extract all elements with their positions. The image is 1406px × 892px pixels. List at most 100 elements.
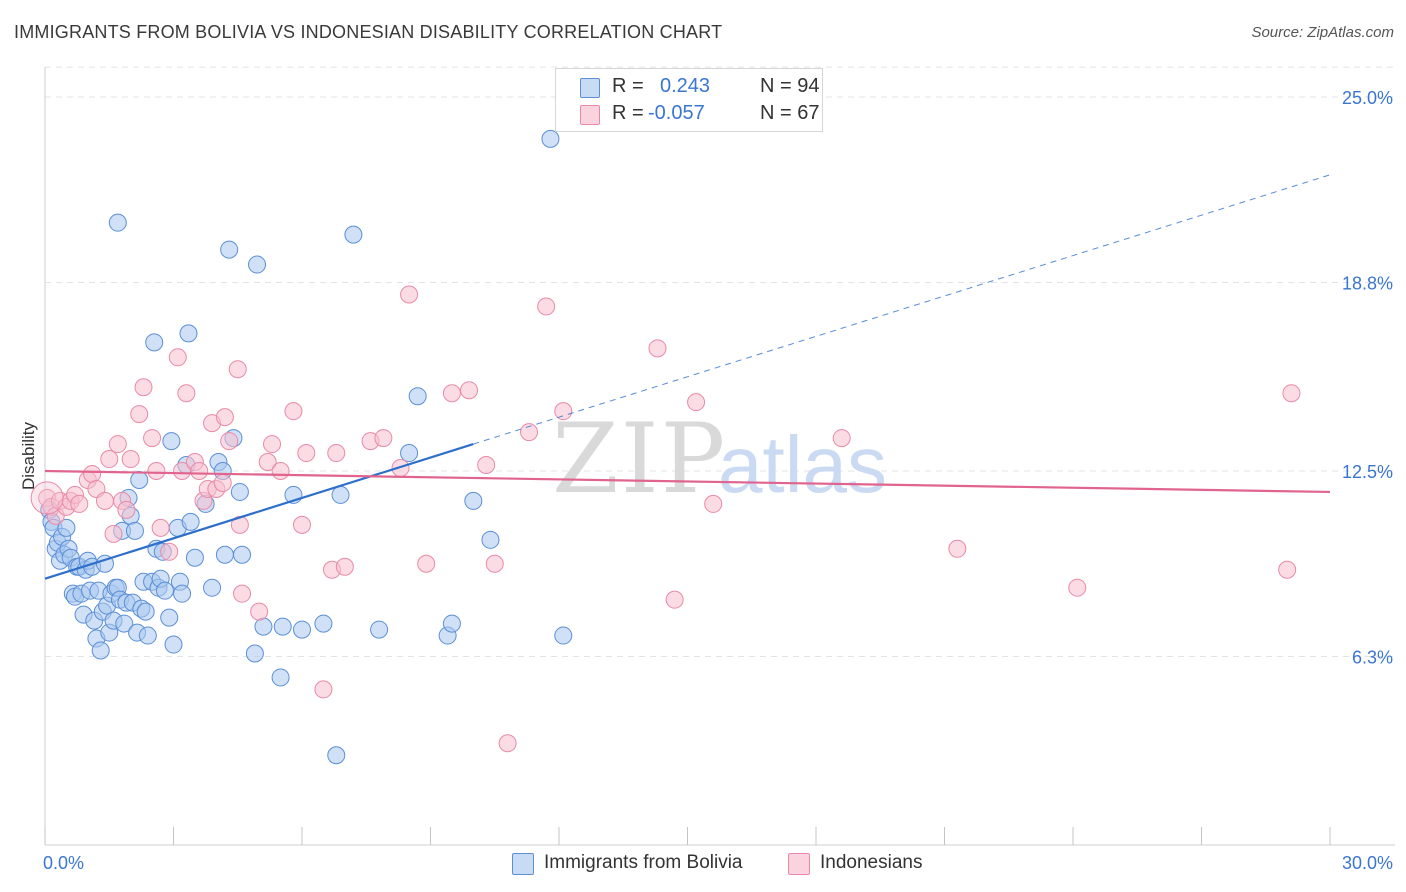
data-point-indonesians: [314, 680, 333, 699]
legend-r-value: 0.243: [660, 75, 711, 97]
gridlines: [45, 66, 1395, 658]
data-point-bolivia: [115, 614, 134, 633]
data-point-bolivia: [215, 545, 234, 564]
data-point-indonesians: [130, 405, 149, 424]
data-point-bolivia: [464, 491, 483, 510]
legend-n-label: N = 94: [760, 75, 820, 97]
data-point-bolivia: [400, 444, 419, 463]
data-point-bolivia: [254, 617, 273, 636]
data-point-bolivia: [245, 644, 264, 663]
bottom-legend-label: Indonesians: [820, 852, 923, 873]
data-point-bolivia: [162, 432, 181, 451]
data-point-indonesians: [95, 491, 114, 510]
bottom-legend-swatch-pink: [788, 853, 810, 875]
data-point-bolivia: [327, 746, 346, 765]
y-tick-label: 18.8%: [1342, 274, 1393, 294]
data-point-bolivia: [164, 635, 183, 654]
watermark-zip: ZIP: [552, 403, 727, 515]
trend-lines: [44, 174, 1331, 580]
legend-r-label: R =: [612, 102, 644, 124]
legend-n-label: N = 67: [760, 102, 820, 124]
data-point-bolivia: [233, 545, 252, 564]
data-point-indonesians: [177, 384, 196, 403]
y-tick-label: 6.3%: [1352, 648, 1393, 668]
data-point-indonesians: [258, 453, 277, 472]
chart-title: IMMIGRANTS FROM BOLIVIA VS INDONESIAN DI…: [14, 22, 723, 42]
data-point-indonesians: [121, 450, 140, 469]
data-point-bolivia: [408, 387, 427, 406]
data-point-indonesians: [168, 348, 187, 367]
data-point-indonesians: [477, 456, 496, 475]
data-point-bolivia: [314, 614, 333, 633]
y-axis-label: Disability: [19, 421, 38, 490]
data-point-indonesians: [108, 435, 127, 454]
data-point-bolivia: [108, 213, 127, 232]
series-indonesians: [30, 285, 1301, 753]
data-point-bolivia: [370, 620, 389, 639]
bottom-legend-swatch-blue: [512, 853, 534, 875]
data-point-indonesians: [190, 462, 209, 480]
data-point-bolivia: [125, 521, 144, 540]
axes: [44, 67, 1395, 846]
data-point-indonesians: [485, 554, 504, 573]
data-point-indonesians: [220, 432, 239, 451]
data-point-bolivia: [331, 485, 350, 504]
source-label: Source: ZipAtlas.com: [1251, 24, 1394, 41]
watermark: ZIP atlas: [552, 403, 887, 515]
data-point-bolivia: [220, 240, 239, 259]
data-point-bolivia: [481, 530, 500, 549]
data-point-bolivia: [181, 512, 200, 531]
data-point-bolivia: [160, 608, 179, 627]
data-point-indonesians: [297, 444, 316, 463]
data-point-indonesians: [327, 444, 346, 463]
data-point-bolivia: [293, 620, 311, 639]
y-tick-label: 12.5%: [1342, 462, 1393, 482]
data-point-indonesians: [687, 393, 706, 412]
data-point-indonesians: [832, 429, 851, 448]
data-point-bolivia: [91, 641, 110, 660]
data-point-bolivia: [248, 255, 267, 274]
data-point-bolivia: [136, 602, 155, 621]
y-tick-label: 25.0%: [1342, 88, 1393, 108]
data-point-indonesians: [648, 339, 667, 358]
data-point-indonesians: [70, 494, 89, 513]
x-tick-label: 30.0%: [1342, 853, 1393, 873]
data-point-indonesians: [374, 429, 393, 448]
data-point-indonesians: [554, 402, 573, 421]
legend-r-value: -0.057: [648, 102, 705, 124]
data-point-bolivia: [344, 225, 363, 244]
data-point-indonesians: [704, 494, 723, 513]
data-point-indonesians: [147, 462, 166, 480]
data-point-indonesians: [498, 734, 517, 753]
data-point-indonesians: [400, 285, 419, 304]
data-point-indonesians: [1278, 560, 1297, 579]
data-point-bolivia: [57, 518, 76, 537]
correlation-legend: R = 0.243 N = 94 R = -0.057 N = 67: [555, 68, 823, 132]
data-point-indonesians: [30, 481, 64, 515]
data-point-indonesians: [213, 473, 232, 492]
trend-line-indonesians: [44, 469, 1331, 494]
legend-swatch-pink: [580, 105, 600, 125]
data-point-indonesians: [160, 542, 179, 561]
data-point-indonesians: [537, 297, 556, 316]
data-point-bolivia: [173, 584, 192, 603]
data-point-indonesians: [271, 462, 290, 480]
x-tick-label: 0.0%: [43, 853, 84, 873]
data-point-indonesians: [263, 435, 282, 454]
data-point-indonesians: [117, 500, 136, 519]
data-point-bolivia: [155, 581, 174, 600]
data-point-indonesians: [520, 423, 539, 442]
data-point-indonesians: [948, 539, 967, 558]
data-point-bolivia: [185, 548, 204, 567]
data-point-indonesians: [233, 584, 252, 603]
data-point-bolivia: [271, 668, 290, 687]
data-point-bolivia: [541, 129, 560, 148]
data-point-bolivia: [442, 614, 461, 633]
data-point-bolivia: [130, 470, 149, 489]
data-point-bolivia: [179, 324, 198, 343]
bottom-legend-label: Immigrants from Bolivia: [544, 852, 743, 873]
tick-labels: 6.3% 12.5% 18.8% 25.0% 0.0% 30.0%: [43, 88, 1393, 873]
data-point-indonesians: [1282, 384, 1301, 403]
data-point-indonesians: [665, 590, 684, 609]
